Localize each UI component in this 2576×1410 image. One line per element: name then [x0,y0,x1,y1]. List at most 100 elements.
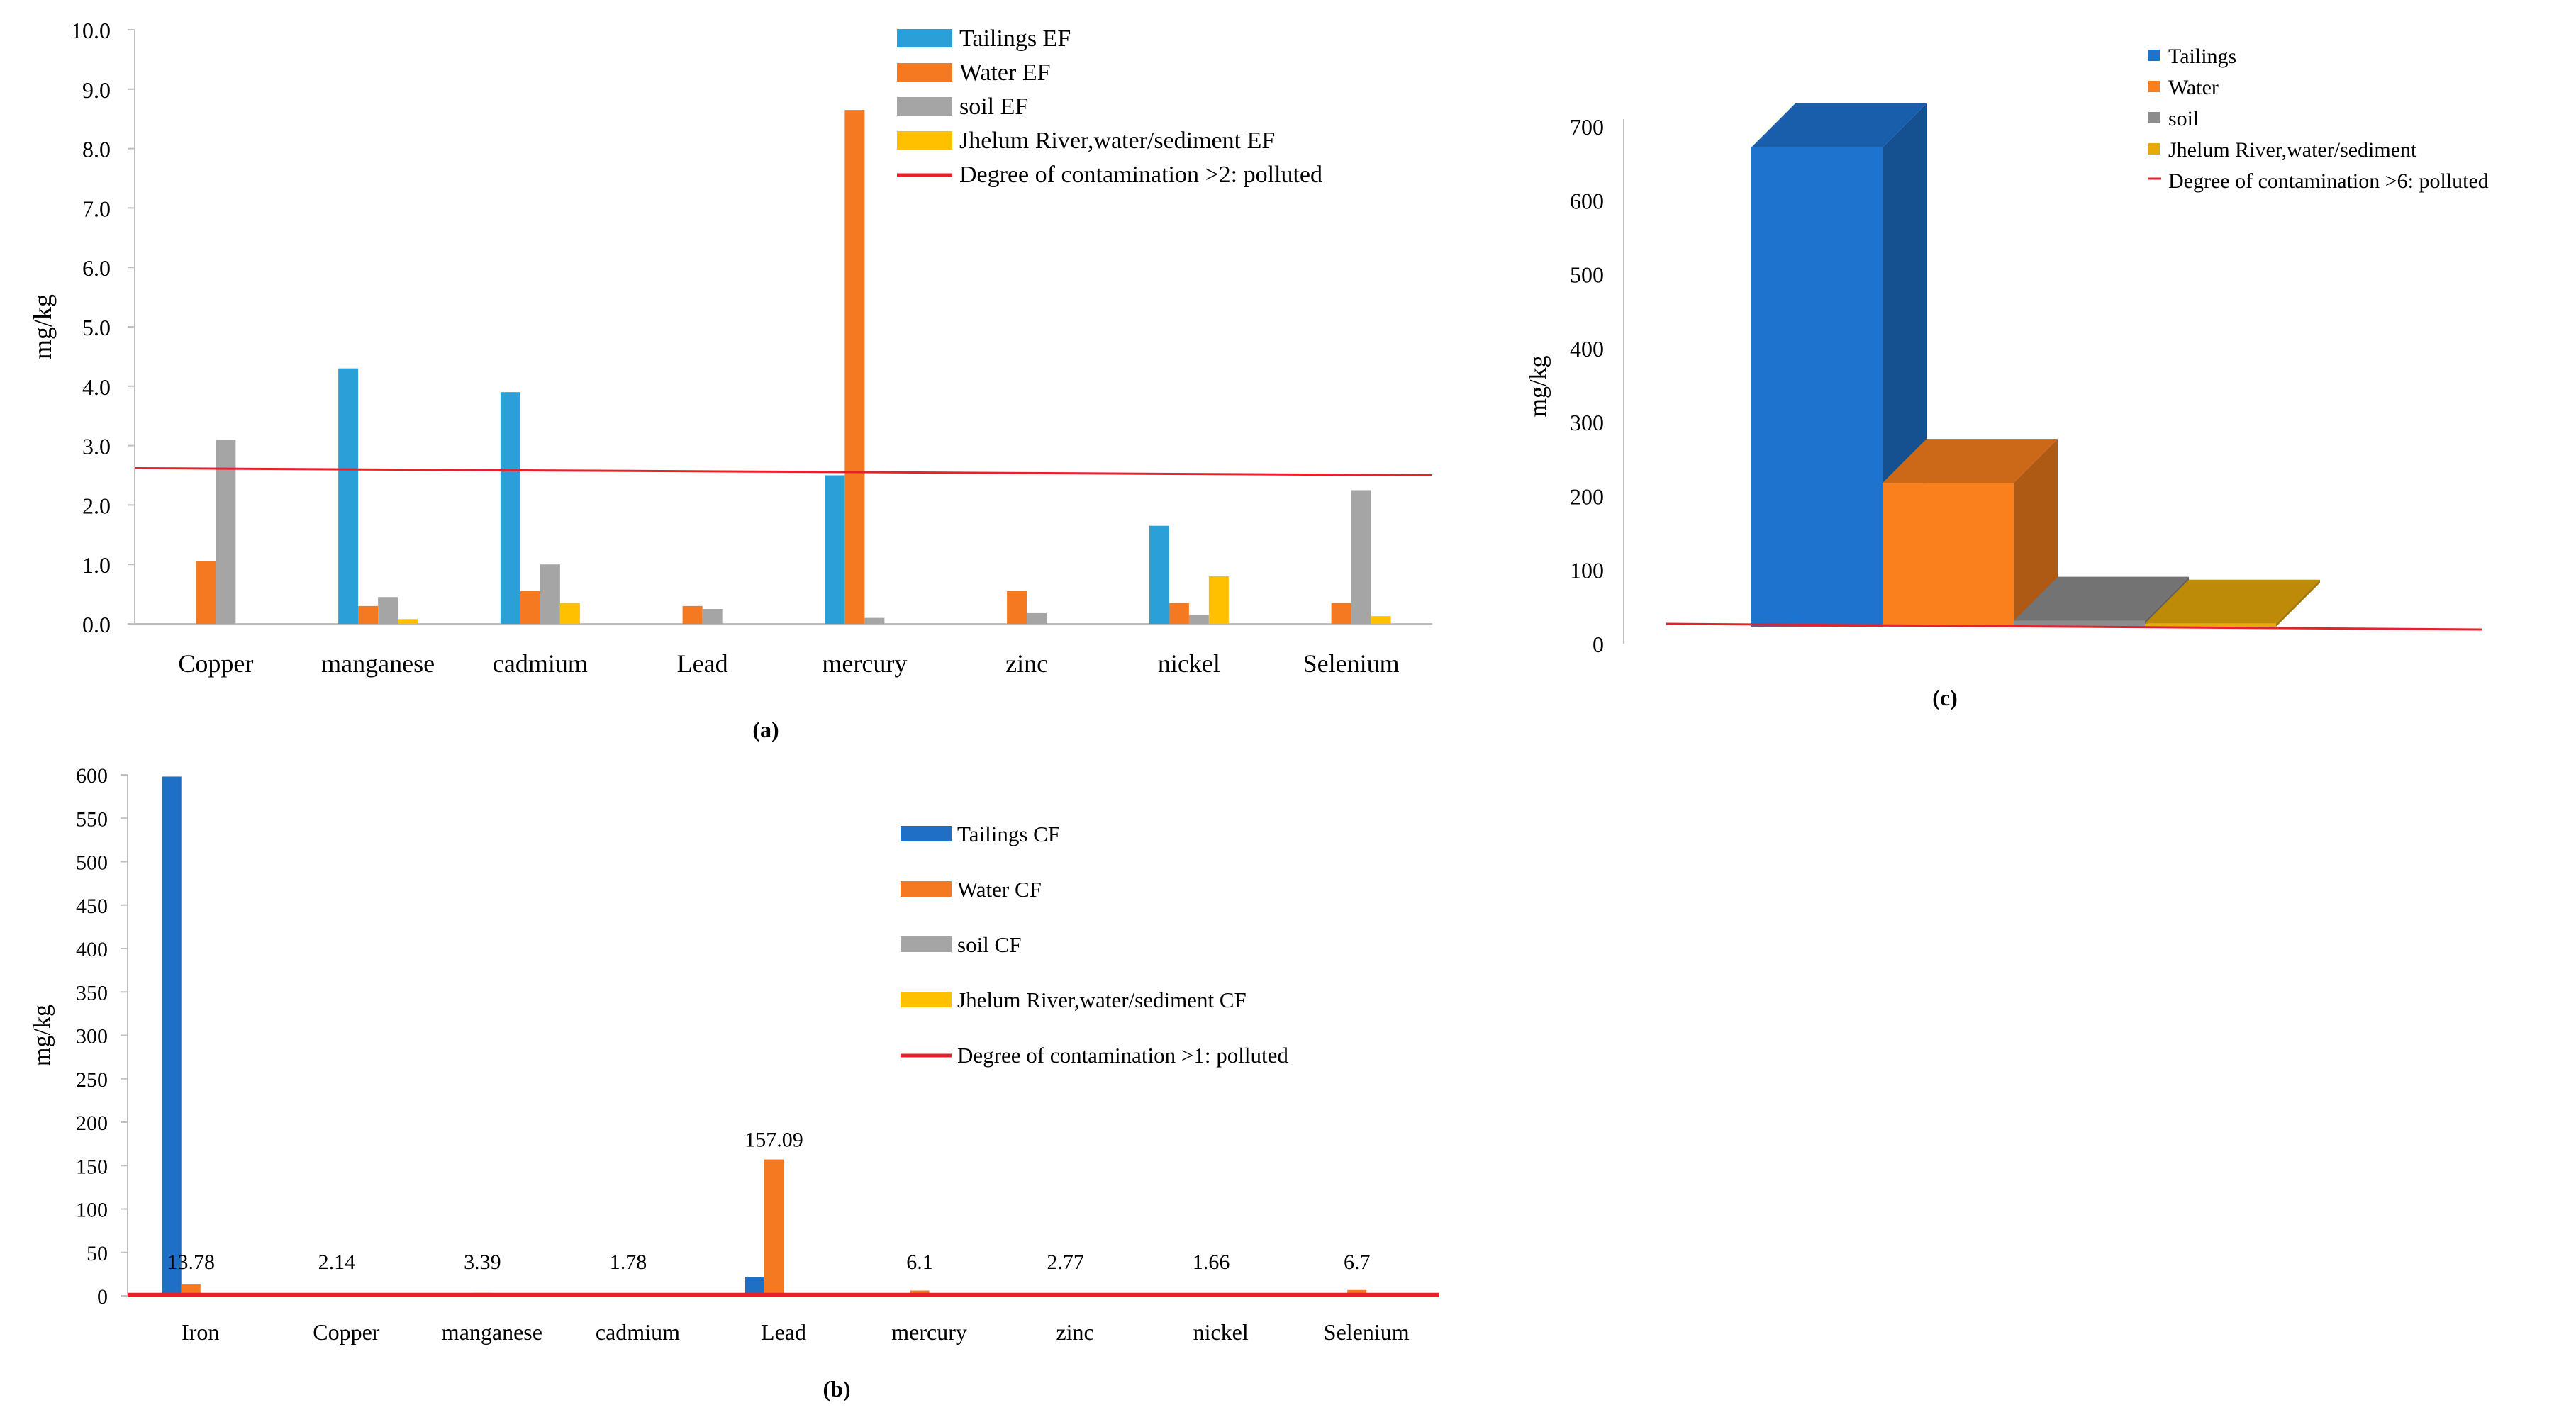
b-data-label: 3.39 [464,1250,501,1274]
c-bar-front [2014,620,2145,627]
a-bar [682,605,703,624]
c-bar-top [2014,576,2189,621]
a-x-tick-label: manganese [321,649,435,678]
b-y-tick-label: 100 [76,1199,108,1222]
b-data-label: 2.14 [318,1250,356,1274]
c-bar-front [2145,623,2276,627]
c-bar-side [2014,439,2058,627]
c-y-tick-label: 700 [1570,114,1604,140]
c-y-tick-label: 300 [1570,410,1604,435]
b-y-tick-label: 250 [76,1068,108,1092]
a-x-tick-label: zinc [1005,649,1048,678]
c-threshold-line [1666,622,2482,631]
panel-a-chart: 0.0 1.0 2.0 3.0 4.0 5.0 6.0 7.0 8.0 9.0 10.0 mg/kg C… [28,18,1433,678]
a-bar [520,591,540,624]
a-bar [216,440,236,624]
a-x-tick-label: Lead [677,649,728,678]
b-legend-label: Tailings CF [957,822,1060,846]
a-legend-threshold-label: Degree of contamination >2: polluted [959,162,1322,188]
b-legend-swatch [901,881,952,897]
a-legend-label: Tailings EF [959,26,1071,52]
a-bar [358,605,379,624]
b-legend-label: Water CF [957,877,1042,902]
b-y-tick-label: 200 [76,1112,108,1135]
c-legend-threshold-label: Degree of contamination >6: polluted [2168,169,2489,193]
b-y-tick-label: 600 [76,764,108,788]
c-y-tick-label: 200 [1570,483,1604,509]
c-legend-swatch [2148,50,2160,61]
a-bar [702,609,723,624]
c-bar-top [2145,579,2320,624]
c-legend-swatch [2148,81,2160,92]
a-y-tick-label: 8.0 [82,137,111,162]
a-threshold-line [134,466,1433,476]
b-data-label: 157.09 [745,1129,803,1152]
a-bar [1351,490,1371,624]
a-y-tick-label: 6.0 [82,255,111,281]
b-x-tick-label: mercury [891,1319,967,1345]
c-legend-swatch [2148,143,2160,155]
a-legend-label: Water EF [959,60,1051,86]
a-y-tick-label: 0.0 [82,612,111,637]
c-bar-top [1751,103,1927,147]
b-y-tick-label: 450 [76,895,108,918]
a-legend-swatch [897,63,952,82]
b-data-label: 1.78 [610,1250,647,1274]
a-y-tick-label: 5.0 [82,315,111,340]
b-y-tick-label: 50 [87,1242,108,1265]
c-legend-label: Tailings [2168,45,2236,68]
a-bar [1007,591,1027,624]
panel-c-label: (c) [1932,685,1958,710]
c-bar-front [1883,483,2014,627]
a-legend-swatch [897,131,952,150]
a-bar [378,597,398,624]
a-x-tick-label: Copper [178,649,253,678]
a-legend-label: Jhelum River,water/sediment EF [959,128,1275,154]
c-y-tick-label: 100 [1570,558,1604,583]
c-y-axis-label: mg/kg [1525,356,1551,418]
b-data-label: 6.1 [906,1250,933,1274]
b-data-label: 2.77 [1047,1250,1084,1274]
b-data-label: 6.7 [1344,1250,1371,1274]
a-y-tick-label: 10.0 [71,18,111,43]
b-y-tick-label: 400 [76,938,108,961]
a-bar [1331,603,1351,624]
a-x-tick-label: cadmium [493,649,588,678]
b-y-tick-label: 350 [76,981,108,1005]
b-x-tick-label: Selenium [1324,1319,1410,1345]
b-x-tick-label: nickel [1193,1319,1249,1345]
a-bar [1188,615,1209,624]
a-bar [559,603,580,624]
a-bar [196,561,216,624]
panel-c-chart: 0 100 200 300 400 500 600 700 mg/kg Tailings Water… [1525,45,2489,657]
a-legend-label: soil EF [959,94,1028,120]
c-bar-side [2276,579,2320,627]
a-bar [1149,525,1169,624]
b-legend-swatch [901,992,952,1007]
panel-b-chart: 0 50 100 150 200 250 300 350 400 450 500 550 600 mg/k… [29,764,1439,1345]
a-y-axis-label: mg/kg [28,294,57,359]
b-y-tick-label: 300 [76,1025,108,1048]
a-x-tick-label: nickel [1158,649,1220,678]
panel-b-label: (b) [823,1376,850,1401]
a-bar [1027,612,1047,624]
c-y-tick-label: 600 [1570,188,1604,213]
a-bar [1371,616,1391,624]
a-bar [1169,603,1189,624]
a-bar [864,617,885,624]
b-data-label: 1.66 [1193,1250,1230,1274]
b-x-tick-label: cadmium [596,1319,680,1345]
a-bar [398,619,418,624]
b-y-axis-label: mg/kg [29,1005,55,1066]
b-legend-threshold-label: Degree of contamination >1: polluted [957,1043,1288,1068]
a-y-tick-label: 3.0 [82,434,111,459]
a-bar [500,392,520,624]
a-y-tick-label: 1.0 [82,552,111,578]
b-y-tick-label: 500 [76,851,108,875]
b-y-tick-label: 150 [76,1155,108,1178]
b-legend-swatch [901,826,952,841]
b-legend-label: soil CF [957,932,1021,957]
b-bar [162,776,182,1296]
b-legend-label: Jhelum River,water/sediment CF [957,987,1247,1012]
